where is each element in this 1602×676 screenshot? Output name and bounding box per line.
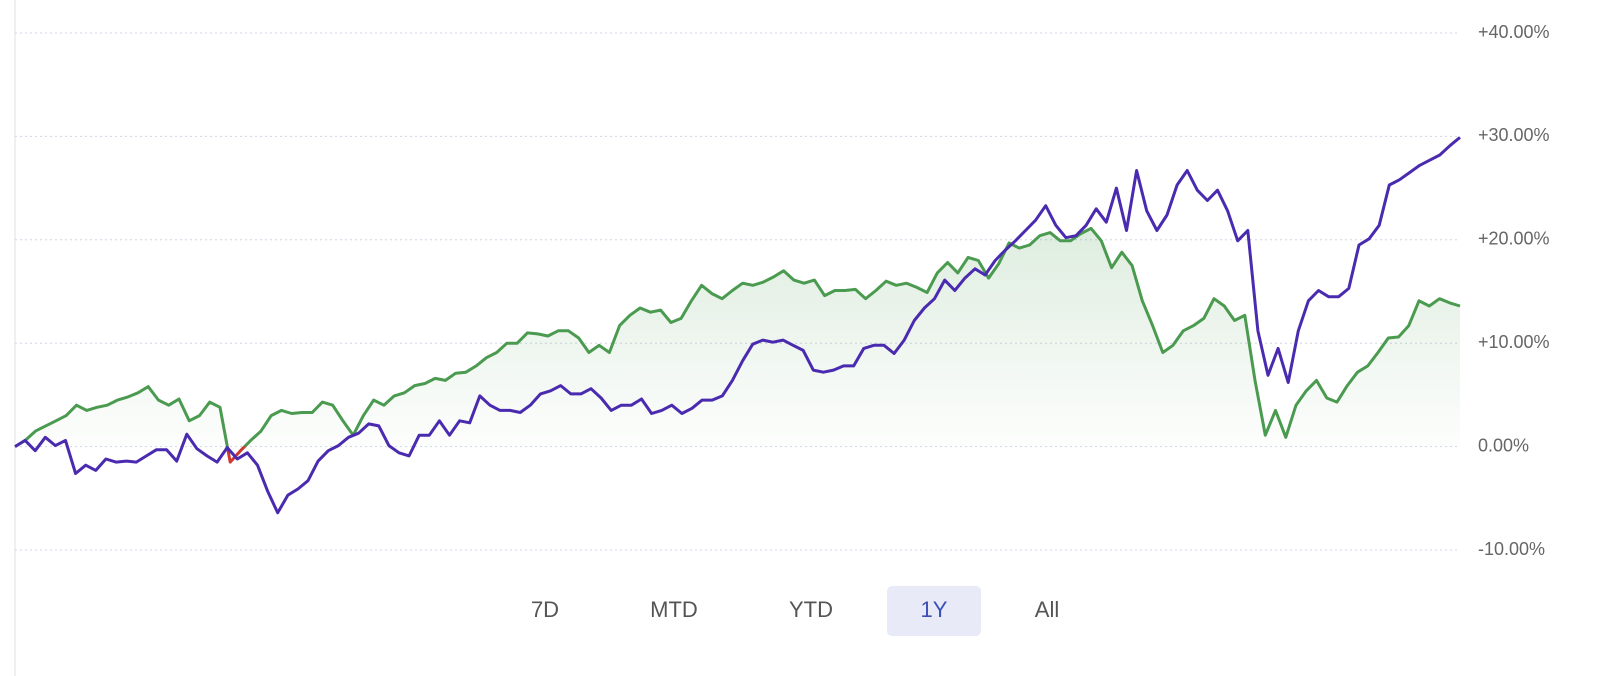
- range-button-label: MTD: [650, 597, 698, 622]
- area: [15, 228, 1460, 463]
- range-button-bg: [887, 586, 981, 636]
- y-tick-label: +10.00%: [1478, 332, 1550, 352]
- y-tick-label: -10.00%: [1478, 539, 1545, 559]
- y-tick-label: +20.00%: [1478, 229, 1550, 249]
- range-button[interactable]: YTD: [789, 597, 833, 622]
- y-tick-label: 0.00%: [1478, 435, 1529, 455]
- range-button[interactable]: 1Y: [887, 586, 981, 636]
- series-line: [14, 136, 1461, 515]
- y-tick-label: +40.00%: [1478, 22, 1550, 42]
- y-tick-label: +30.00%: [1478, 125, 1550, 145]
- range-button[interactable]: MTD: [650, 597, 698, 622]
- range-button-label: 7D: [531, 597, 559, 622]
- range-button-label: YTD: [789, 597, 833, 622]
- range-button[interactable]: All: [1035, 597, 1059, 622]
- range-button-label: 1Y: [921, 597, 948, 622]
- range-button[interactable]: 7D: [531, 597, 559, 622]
- series-line: [14, 226, 1461, 464]
- range-button-label: All: [1035, 597, 1059, 622]
